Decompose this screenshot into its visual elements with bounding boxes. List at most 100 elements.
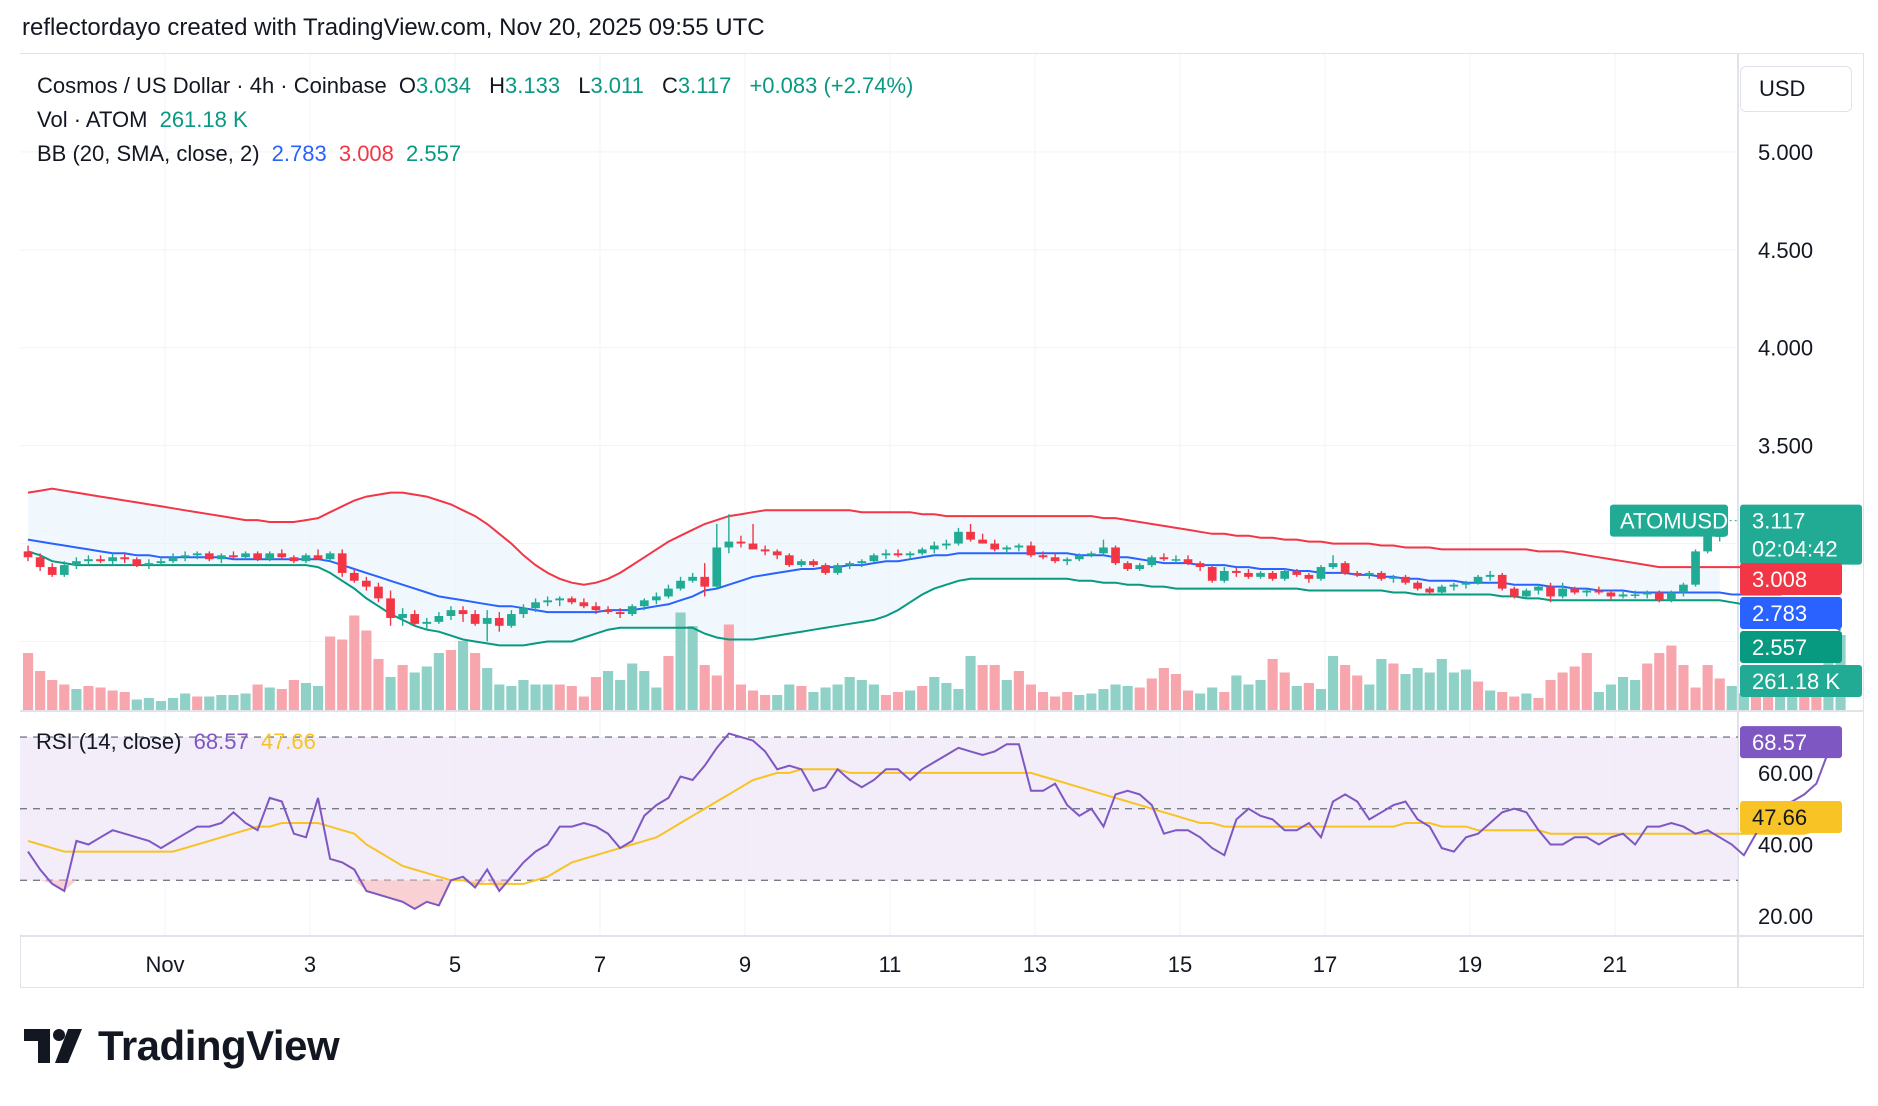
volume-bar <box>735 684 747 710</box>
volume-bar <box>1062 692 1073 710</box>
x-tick-label: 7 <box>594 952 606 977</box>
candle-body <box>1232 570 1241 573</box>
rsi-tag-bg <box>1740 726 1842 759</box>
volume-bar <box>1291 686 1302 710</box>
volume-bar <box>506 686 517 710</box>
volume-bar <box>1509 696 1520 710</box>
tradingview-logo-icon <box>24 1029 82 1063</box>
candle-body <box>1002 547 1012 550</box>
volume-bar <box>530 684 541 710</box>
candle-body <box>845 563 855 566</box>
candle-body <box>1364 572 1374 575</box>
candle-body <box>1377 572 1386 579</box>
candle-body <box>434 616 444 622</box>
x-tick-label: 9 <box>739 952 751 977</box>
candle-body <box>1316 567 1326 579</box>
volume-bar <box>590 677 602 710</box>
volume-bar <box>1013 671 1024 710</box>
candle-body <box>905 553 915 556</box>
candle-body <box>349 572 359 581</box>
rsi-tick-label: 60.00 <box>1758 761 1813 786</box>
candle-body <box>229 555 238 558</box>
volume-bar <box>47 680 58 710</box>
volume-value: 261.18 K <box>159 107 248 132</box>
high-label: H <box>489 73 506 98</box>
volume-bar <box>482 668 493 710</box>
volume-bar <box>1243 684 1254 710</box>
price-tick-label: 4.500 <box>1758 238 1813 263</box>
symbol-tag-bg <box>1610 504 1728 537</box>
candle-body <box>869 555 879 562</box>
volume-bar <box>59 684 70 710</box>
rsi-legend[interactable]: RSI (14, close) 68.57 47.66 <box>36 729 322 755</box>
volume-bar <box>1001 680 1012 710</box>
candle-body <box>180 555 190 558</box>
volume-legend[interactable]: Vol · ATOM 261.18 K <box>37 107 254 133</box>
bb-upper-line <box>27 487 1842 586</box>
price-tick-label: 3.500 <box>1758 434 1813 459</box>
candle-body <box>482 617 492 624</box>
candle-body <box>1691 551 1700 585</box>
volume-bar <box>699 665 710 710</box>
volume-bar <box>1267 659 1278 710</box>
volume-bar <box>107 690 118 710</box>
volume-bar <box>155 701 167 710</box>
bb-basis-tag: 2.783 <box>1752 601 1807 626</box>
candle-body <box>857 561 867 564</box>
volume-bar <box>22 653 34 710</box>
candle-body <box>313 555 323 560</box>
symbol-legend[interactable]: Cosmos / US Dollar · 4h · Coinbase O3.03… <box>37 73 919 99</box>
x-tick-label: 13 <box>1023 952 1047 977</box>
candle-body <box>1425 588 1435 593</box>
volume-bar <box>1678 665 1689 710</box>
candle-body <box>555 598 565 601</box>
close-label: C <box>662 73 678 98</box>
candle-body <box>204 553 214 560</box>
candle-body <box>821 565 830 573</box>
candle-body <box>1026 545 1036 556</box>
volume-bar <box>1690 687 1701 710</box>
volume-bar <box>421 666 432 710</box>
candle-body <box>458 610 468 615</box>
volume-bar <box>1279 672 1290 710</box>
candle-body <box>470 614 480 624</box>
candle-body <box>1413 582 1422 589</box>
candle-body <box>1123 563 1132 570</box>
candle-body <box>736 541 746 544</box>
candle-body <box>1679 584 1688 593</box>
tradingview-logo[interactable]: TradingView <box>24 1022 340 1070</box>
volume-bar <box>1581 653 1592 710</box>
candle-body <box>1497 574 1507 589</box>
volume-bar <box>723 624 734 710</box>
volume-bar <box>687 626 698 710</box>
candle-body <box>446 610 456 617</box>
volume-bar <box>337 639 348 710</box>
volume-bar <box>1485 690 1496 710</box>
volume-bar <box>808 692 819 710</box>
candle-body <box>156 561 166 564</box>
volume-bar <box>95 687 106 710</box>
volume-bar <box>1388 663 1399 710</box>
candle-body <box>1219 570 1229 581</box>
close-value: 3.117 <box>677 73 732 98</box>
candle-body <box>96 559 105 562</box>
x-tick-label: 5 <box>449 952 461 977</box>
open-label: O <box>398 73 416 98</box>
candle-body <box>676 580 685 589</box>
bb-upper-tag-bg <box>1740 563 1842 595</box>
volume-bar <box>880 695 892 710</box>
candle-body <box>1171 559 1181 561</box>
candle-body <box>1437 586 1447 593</box>
bb-legend[interactable]: BB (20, SMA, close, 2) 2.783 3.008 2.557 <box>37 141 467 167</box>
candle-body <box>1304 574 1314 579</box>
candle-body <box>507 614 516 626</box>
candle-body <box>398 614 407 618</box>
bb-upper-tag: 3.008 <box>1752 567 1807 592</box>
currency-button[interactable]: USD <box>1740 66 1852 112</box>
volume-bar <box>820 687 831 710</box>
volume-bar <box>1557 672 1568 710</box>
candle-body <box>410 614 420 624</box>
rsi-oversold-fill <box>40 880 512 909</box>
volume-bar <box>192 696 203 710</box>
